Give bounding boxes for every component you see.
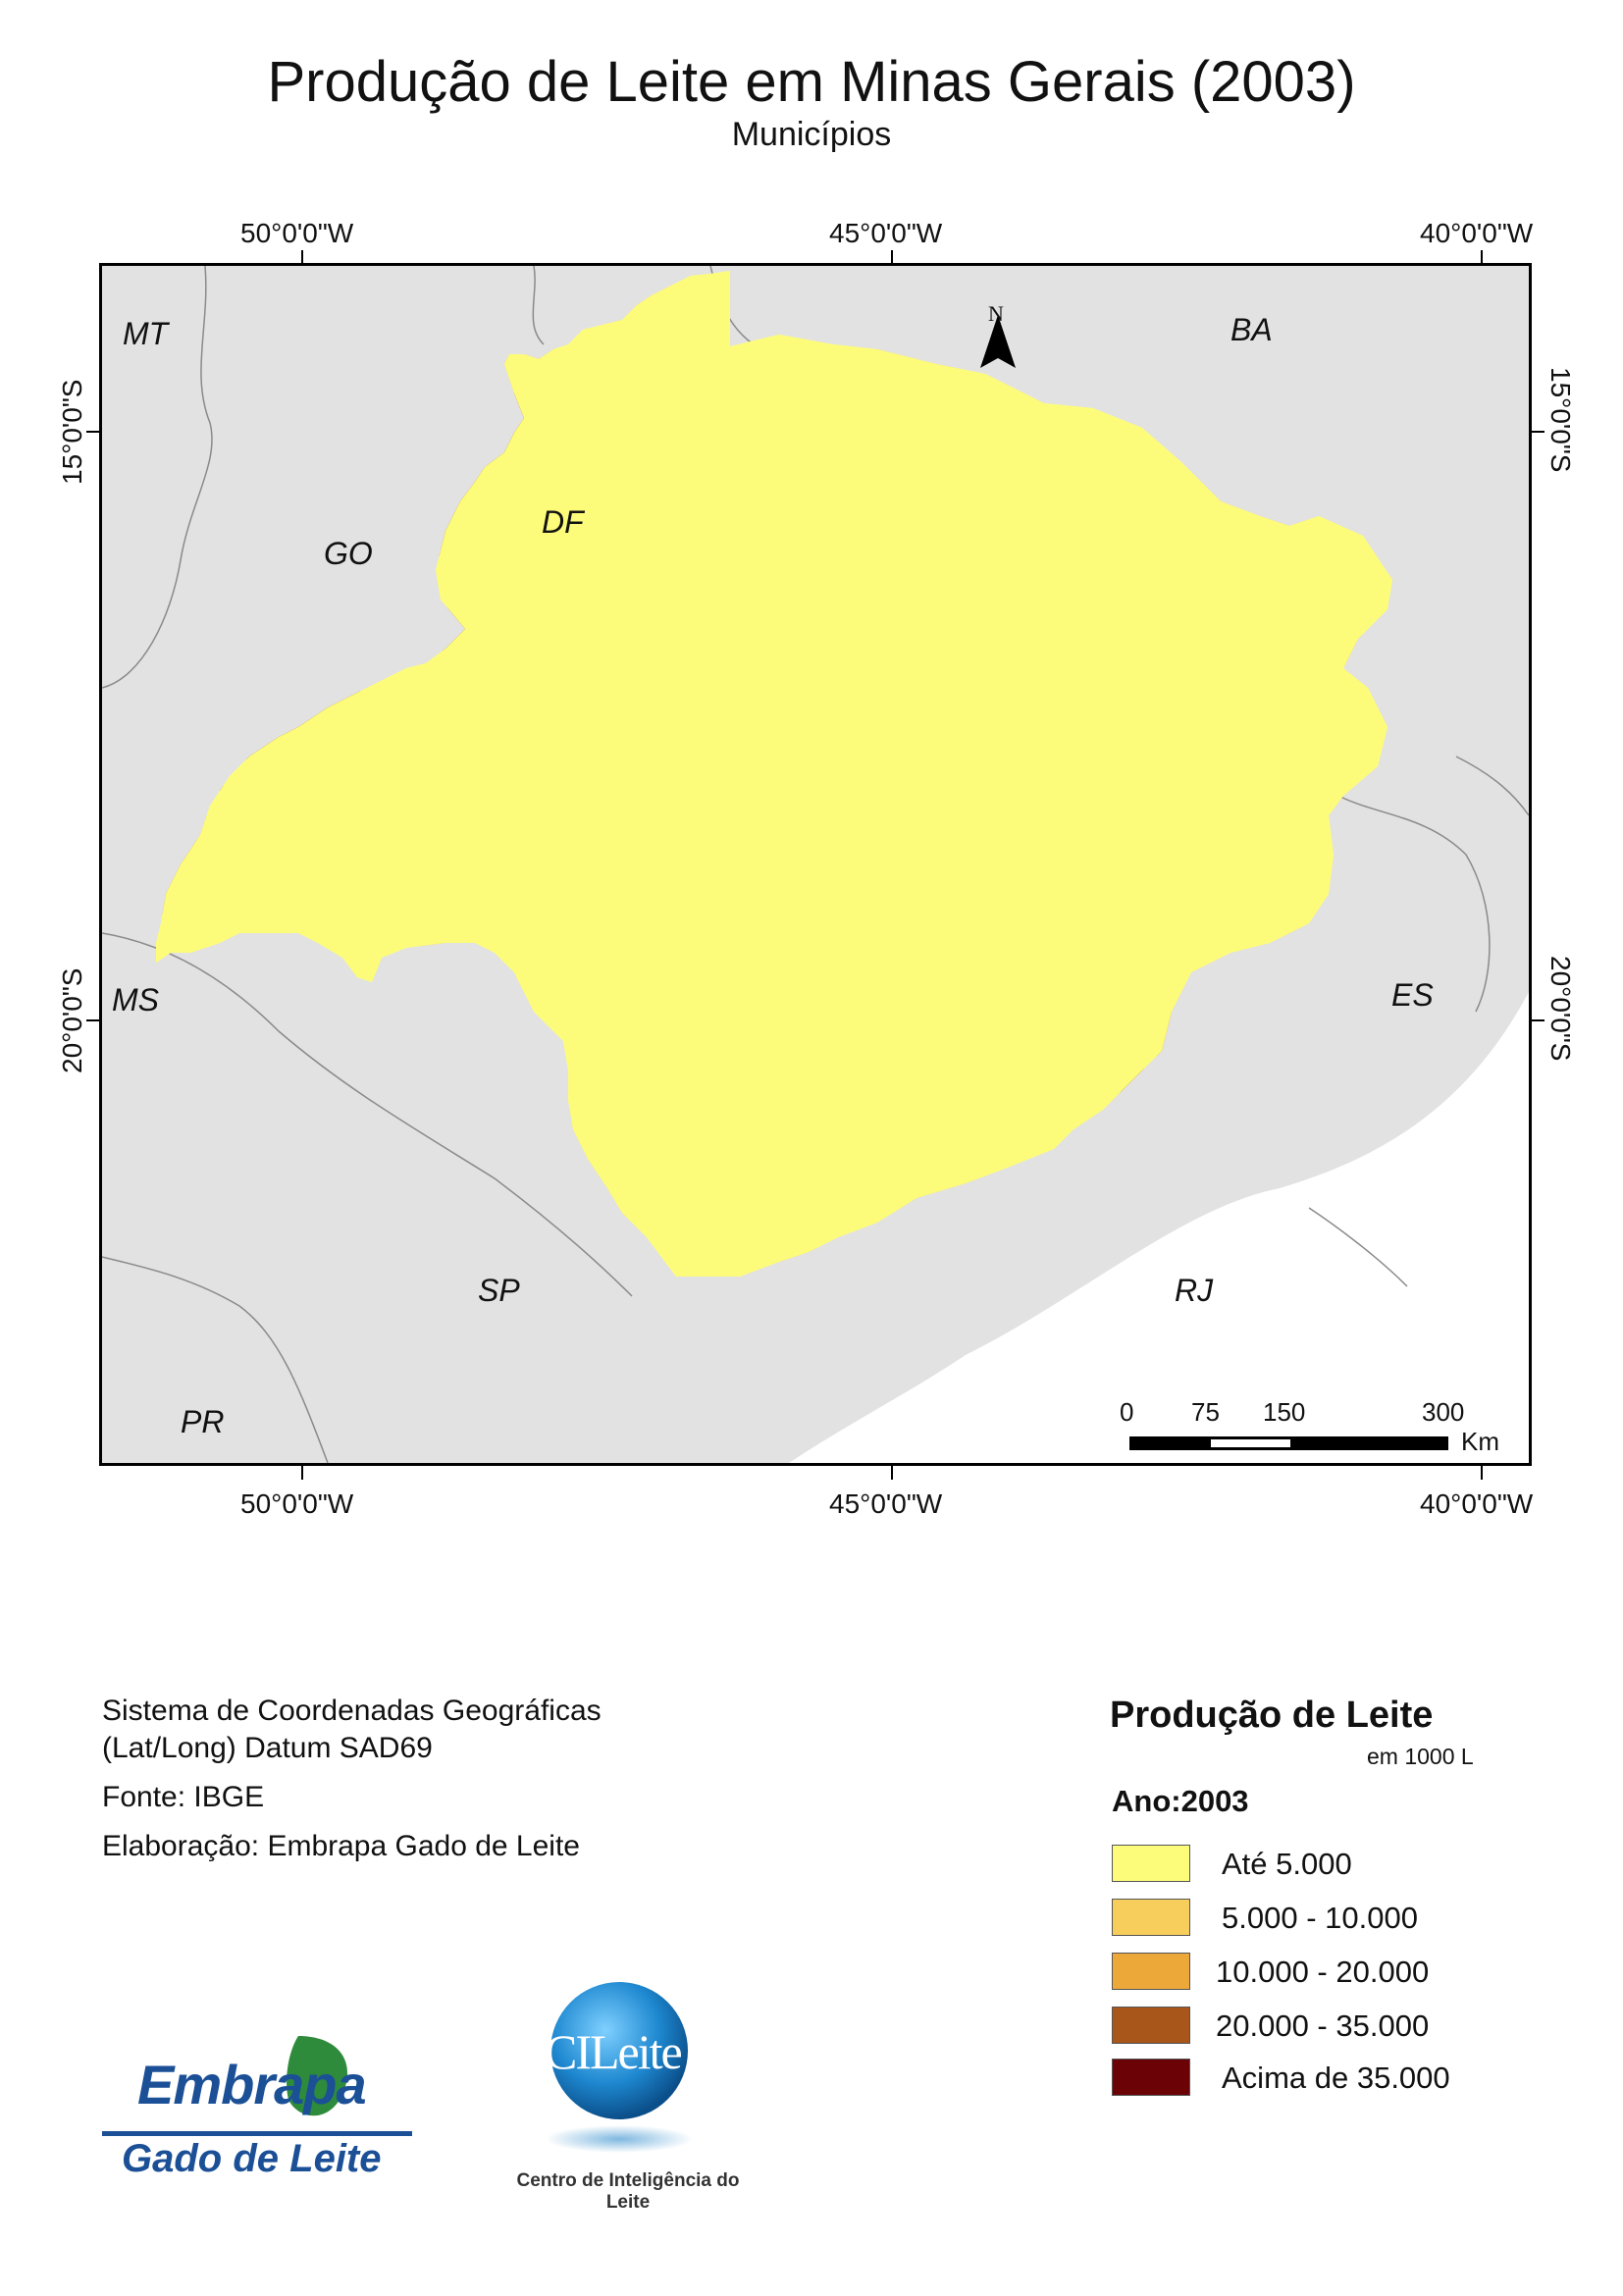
tick bbox=[1531, 1019, 1544, 1021]
state-label-go: GO bbox=[324, 536, 373, 571]
legend-year: Ano:2003 bbox=[1112, 1784, 1249, 1818]
lat-label-left-15s: 15°0'0"S bbox=[57, 379, 87, 485]
scale-label-0: 0 bbox=[1120, 1397, 1134, 1427]
tick bbox=[1481, 250, 1483, 264]
scale-label-75: 75 bbox=[1191, 1397, 1220, 1427]
tick bbox=[891, 250, 893, 264]
legend-swatch bbox=[1112, 2007, 1190, 2044]
legend-swatch bbox=[1112, 1845, 1190, 1882]
lon-label-top-45w: 45°0'0"W bbox=[829, 218, 943, 248]
map-subtitle: Municípios bbox=[731, 116, 892, 153]
lon-label-top-40w: 40°0'0"W bbox=[1420, 218, 1534, 248]
legend-label: Acima de 35.000 bbox=[1222, 2061, 1450, 2095]
mg-outline bbox=[154, 269, 1394, 1278]
author-text: Elaboração: Embrapa Gado de Leite bbox=[102, 1830, 580, 1862]
coord-system-line2: (Lat/Long) Datum SAD69 bbox=[102, 1732, 433, 1764]
lat-label-right-20s: 20°0'0"S bbox=[1545, 956, 1576, 1062]
lon-label-top-50w: 50°0'0"W bbox=[240, 218, 354, 248]
embrapa-name: Embrapa bbox=[137, 2054, 367, 2115]
legend-swatch bbox=[1112, 1899, 1190, 1936]
state-label-rj: RJ bbox=[1175, 1273, 1214, 1308]
embrapa-sub: Gado de Leite bbox=[122, 2137, 382, 2180]
scale-label-300: 300 bbox=[1422, 1397, 1465, 1427]
state-label-es: ES bbox=[1391, 977, 1434, 1013]
lon-label-bottom-40w: 40°0'0"W bbox=[1420, 1488, 1534, 1519]
legend-unit: em 1000 L bbox=[1367, 1744, 1474, 1769]
legend-title: Produção de Leite bbox=[1110, 1695, 1434, 1736]
map-canvas bbox=[102, 266, 1529, 1463]
state-label-ms: MS bbox=[112, 982, 159, 1018]
ocean bbox=[789, 992, 1529, 1463]
tick bbox=[1481, 1466, 1483, 1480]
map-info: Sistema de Coordenadas Geográficas (Lat/… bbox=[102, 1693, 602, 1865]
tick bbox=[301, 250, 303, 264]
north-arrow-icon bbox=[980, 315, 1016, 368]
map-title: Produção de Leite em Minas Gerais (2003) bbox=[267, 50, 1356, 114]
legend-label: 20.000 - 35.000 bbox=[1216, 2009, 1430, 2043]
source-text: Fonte: IBGE bbox=[102, 1781, 265, 1813]
embrapa-divider bbox=[102, 2131, 412, 2136]
lat-label-right-15s: 15°0'0"S bbox=[1545, 367, 1576, 473]
scale-bar bbox=[1129, 1436, 1448, 1450]
lat-label-left-20s: 20°0'0"S bbox=[57, 967, 87, 1073]
embrapa-leaf-icon bbox=[287, 2036, 347, 2116]
cileite-name: CILeite bbox=[545, 2024, 683, 2079]
legend-label: 10.000 - 20.000 bbox=[1216, 1955, 1430, 1989]
tick bbox=[1531, 431, 1544, 433]
tick bbox=[86, 1019, 100, 1021]
state-label-pr: PR bbox=[181, 1404, 225, 1439]
state-label-sp: SP bbox=[478, 1273, 520, 1308]
cileite-caption: Centro de Inteligência do Leite bbox=[516, 2170, 740, 2213]
cileite-logo: CILeite Centro de Inteligência do Leite bbox=[496, 1972, 760, 2213]
cileite-globe-icon bbox=[546, 1982, 693, 2153]
embrapa-logo: Embrapa Gado de Leite bbox=[102, 2031, 412, 2198]
legend-label: Até 5.000 bbox=[1222, 1847, 1352, 1881]
scale-unit: Km bbox=[1461, 1427, 1499, 1456]
lon-label-bottom-45w: 45°0'0"W bbox=[829, 1488, 943, 1519]
legend-label: 5.000 - 10.000 bbox=[1222, 1901, 1418, 1935]
tick bbox=[86, 431, 100, 433]
map-frame[interactable]: MT BA GO DF MS ES SP RJ PR N 0 75 150 30… bbox=[99, 263, 1532, 1466]
tick bbox=[301, 1466, 303, 1480]
north-label: N bbox=[988, 301, 1004, 326]
state-label-df: DF bbox=[542, 504, 584, 540]
state-label-mt: MT bbox=[123, 316, 169, 351]
scale-label-150: 150 bbox=[1263, 1397, 1306, 1427]
coord-system-line1: Sistema de Coordenadas Geográficas bbox=[102, 1695, 602, 1727]
legend-swatch bbox=[1112, 2059, 1190, 2096]
legend-swatch bbox=[1112, 1953, 1190, 1990]
tick bbox=[891, 1466, 893, 1480]
state-label-ba: BA bbox=[1230, 312, 1273, 347]
lon-label-bottom-50w: 50°0'0"W bbox=[240, 1488, 354, 1519]
